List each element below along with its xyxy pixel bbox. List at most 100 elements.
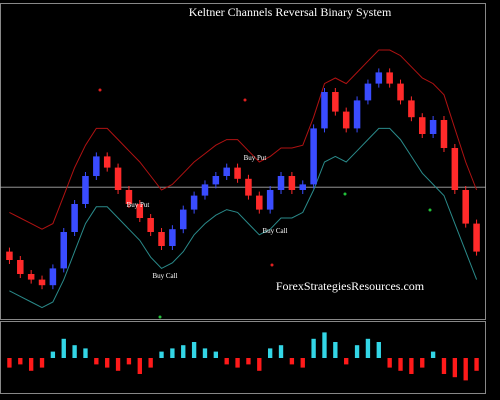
- osc-bar: [159, 351, 164, 358]
- osc-bar: [115, 358, 121, 371]
- band-line: [9, 127, 478, 309]
- osc-bar: [137, 358, 142, 374]
- candle: [38, 279, 46, 286]
- osc-bar: [333, 342, 338, 358]
- osc-bar: [105, 358, 110, 368]
- candle: [27, 274, 35, 280]
- osc-bar: [463, 358, 468, 381]
- candle: [462, 190, 469, 224]
- candle: [179, 209, 187, 230]
- marks: Buy Put Buy Put Buy Call Buy Call: [0, 49, 486, 381]
- osc-bar: [257, 358, 262, 371]
- candle: [223, 167, 230, 176]
- candle: [71, 204, 78, 232]
- candle: [245, 178, 252, 196]
- osc-bar: [61, 338, 66, 358]
- osc-bar: [311, 338, 316, 358]
- osc-bar: [191, 342, 197, 358]
- osc-bar: [398, 358, 403, 371]
- dot: [270, 263, 274, 267]
- dot: [98, 88, 102, 92]
- candle: [375, 72, 383, 84]
- osc-bar: [72, 345, 77, 358]
- candle: [451, 148, 459, 190]
- candle: [397, 83, 404, 101]
- dot: [243, 98, 247, 102]
- candle: [386, 72, 393, 84]
- osc-bar: [322, 332, 327, 358]
- osc-bar: [344, 358, 349, 365]
- candle: [429, 120, 437, 134]
- osc-bar: [365, 338, 371, 358]
- candle: [147, 218, 154, 232]
- candle: [82, 176, 89, 204]
- candle: [93, 156, 100, 176]
- osc-bar: [300, 358, 305, 368]
- candle: [201, 184, 209, 196]
- candle: [332, 92, 339, 112]
- candle: [364, 83, 372, 101]
- candle: [6, 251, 13, 260]
- candle: [418, 117, 426, 134]
- osc-bar: [7, 358, 12, 368]
- annotation: Buy Put: [244, 154, 267, 162]
- candle: [266, 190, 274, 210]
- chart-title: Keltner Channels Reversal Binary System: [189, 5, 392, 19]
- candle: [190, 195, 198, 210]
- osc-bar: [246, 358, 251, 365]
- osc-bar: [289, 358, 295, 365]
- osc-bar: [267, 348, 273, 358]
- osc-bar: [409, 358, 414, 374]
- annotation: Buy Put: [127, 201, 150, 209]
- osc-bar: [28, 358, 34, 371]
- osc-bar: [170, 348, 175, 358]
- dot: [158, 315, 162, 319]
- candle: [321, 92, 328, 129]
- osc-bar: [354, 345, 360, 358]
- main-frame: [0, 3, 486, 320]
- watermark: ForexStrategiesResources.com: [276, 279, 425, 293]
- candle: [299, 184, 307, 190]
- dot: [428, 208, 432, 212]
- osc-bar: [224, 358, 229, 365]
- candle: [288, 176, 296, 190]
- annotation: Buy Call: [152, 272, 177, 280]
- osc-bar: [126, 358, 132, 365]
- candle: [49, 268, 57, 286]
- sub-frame: [0, 321, 486, 394]
- osc-bar: [430, 351, 436, 358]
- candle: [277, 176, 285, 190]
- candle: [158, 232, 165, 246]
- candle: [169, 229, 176, 246]
- osc-bar: [202, 348, 208, 358]
- candle: [17, 260, 24, 274]
- candle: [103, 156, 111, 168]
- candle: [408, 100, 415, 118]
- osc-bar: [181, 345, 186, 358]
- candle: [234, 167, 241, 179]
- candle: [114, 167, 122, 190]
- osc-bar: [420, 358, 425, 368]
- osc-bar: [235, 358, 240, 368]
- osc-bar: [83, 348, 88, 358]
- annotation: Buy Call: [262, 227, 287, 235]
- candle: [212, 176, 220, 185]
- osc-bar: [39, 358, 45, 368]
- osc-bar: [50, 351, 56, 358]
- osc-bar: [278, 345, 284, 358]
- candle: [256, 195, 263, 210]
- osc-bar: [387, 358, 392, 368]
- candle: [473, 223, 480, 252]
- osc-bar: [148, 358, 153, 368]
- band-line: [9, 49, 478, 230]
- candle: [310, 128, 317, 185]
- dot: [343, 192, 347, 196]
- candle: [440, 120, 448, 148]
- candle: [125, 190, 133, 204]
- osc-bar: [441, 358, 447, 374]
- osc-bar: [94, 358, 99, 365]
- osc-bar: [474, 358, 479, 371]
- osc-bar: [213, 351, 219, 358]
- candle: [342, 111, 350, 129]
